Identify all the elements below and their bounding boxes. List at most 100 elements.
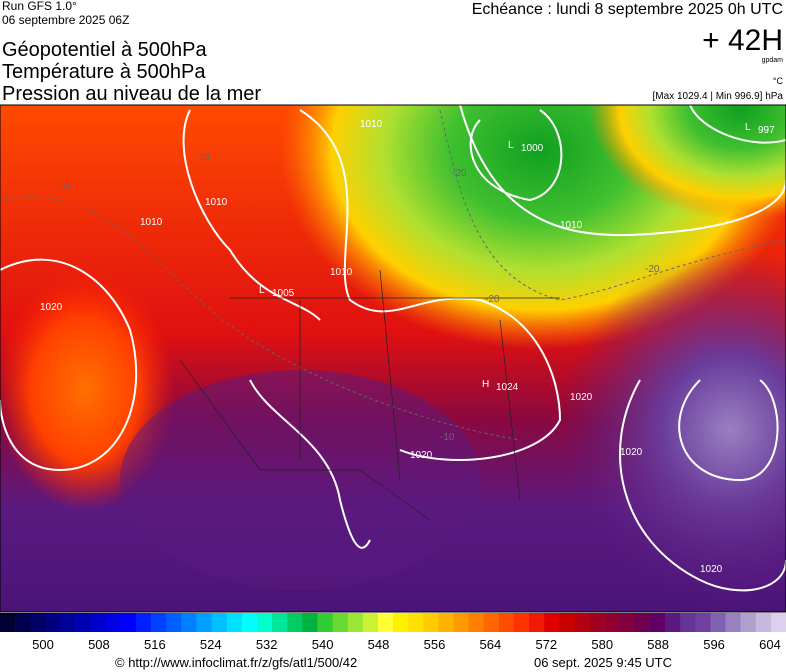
colorbar-swatch (60, 613, 76, 632)
pressure-center: L (259, 285, 265, 296)
temperature-label: -10 (55, 182, 70, 193)
colorbar-swatch (665, 613, 681, 632)
pressure-center: H (482, 379, 489, 390)
isotherms (0, 109, 786, 441)
isobar-label: 1020 (620, 447, 643, 458)
colorbar-swatch (287, 613, 303, 632)
colorbar-swatch (332, 613, 348, 632)
colorbar-swatch (453, 613, 469, 632)
colorbar-swatch (256, 613, 273, 632)
colorbar-label: 556 (424, 637, 446, 652)
pressure-value: 1024 (496, 382, 519, 393)
colorbar-swatch (377, 613, 394, 632)
lead-time: + 42H (702, 24, 783, 57)
colorbar-swatch (136, 613, 152, 632)
colorbar-label: 596 (703, 637, 725, 652)
colorbar-swatch (680, 613, 696, 632)
colorbar-swatch (272, 613, 288, 632)
colorbar-swatch (211, 613, 228, 632)
colorbar-swatch (226, 613, 243, 632)
isobar-label: 1020 (40, 302, 63, 313)
colorbar-swatch (634, 613, 651, 632)
isobar-label: 1010 (560, 220, 583, 231)
colorbar-swatch (362, 613, 379, 632)
forecast: Echéance : lundi 8 septembre 2025 0h UTC (472, 1, 783, 18)
colorbar-swatch (15, 613, 31, 632)
pressure-value: 1000 (521, 143, 544, 154)
isobar-label: 1020 (700, 564, 723, 575)
pressure-center: L (508, 140, 514, 151)
colorbar-swatch (589, 613, 605, 632)
colorbar-label: 548 (368, 637, 390, 652)
colorbar-swatch (649, 613, 666, 632)
colorbar-swatch (438, 613, 454, 632)
colorbar-swatch (408, 613, 424, 632)
title: Géopotentiel à 500hPa (2, 39, 207, 61)
colorbar-swatch (196, 613, 212, 632)
colorbar-swatch (75, 613, 91, 632)
colorbar-label: 532 (256, 637, 278, 652)
pressure-value: 1005 (272, 288, 295, 299)
colorbar-swatch (755, 613, 772, 632)
pressure-value: 997 (758, 125, 775, 136)
colorbar-swatch (544, 613, 560, 632)
colorbar-swatch (483, 613, 500, 632)
colorbar-swatch (317, 613, 333, 632)
colorbar-swatch (30, 613, 46, 632)
map-frame (0, 104, 786, 613)
colorbar-swatch (166, 613, 182, 632)
temperature-label: -20 (485, 294, 500, 305)
colorbar-swatch (45, 613, 61, 632)
colorbar-swatch (619, 613, 636, 632)
colorbar-swatch (574, 613, 590, 632)
title: Pression au niveau de la mer (2, 83, 261, 105)
colorbar-swatch (513, 613, 530, 632)
temperature-label: -10 (440, 432, 455, 443)
isobars (0, 105, 786, 592)
source-url: © http://www.infoclimat.fr/z/gfs/atl1/50… (115, 655, 357, 670)
run-date: 06 septembre 2025 06Z (2, 13, 129, 27)
colorbar-swatch (710, 613, 726, 632)
colorbar-swatch (393, 613, 409, 632)
isobar-label: 1010 (360, 119, 383, 130)
colorbar-swatch (529, 613, 545, 632)
colorbar-swatch (151, 613, 167, 632)
colorbar-label: 540 (312, 637, 334, 652)
colorbar-swatch (725, 613, 741, 632)
isobar-label: 1010 (140, 217, 163, 228)
temperature-label: -20 (645, 264, 660, 275)
colorbar-label: 524 (200, 637, 222, 652)
colorbar-swatch (740, 613, 757, 632)
unit-height: gpdam (762, 57, 784, 64)
colorbar-swatch (90, 613, 107, 632)
colorbar-swatch (0, 613, 16, 632)
colorbar-swatch (302, 613, 318, 632)
colorbar-swatch (181, 613, 197, 632)
temperature-label: -10 (195, 152, 210, 163)
isobar-label: 1010 (205, 197, 228, 208)
pressure-range: [Max 1029.4 | Min 996.9] hPa (653, 91, 784, 102)
colorbar-label: 508 (88, 637, 110, 652)
colorbar-swatch (105, 613, 122, 632)
temperature-label: -20 (452, 168, 467, 179)
colorbar-label: 588 (647, 637, 669, 652)
map-field: L 1000 L 997 L 1005 H 1024 1010 1010 1010 10… (0, 105, 786, 612)
colorbar-swatch (770, 613, 786, 632)
isobar-label: 1010 (330, 267, 353, 278)
isobar-label: 1020 (570, 392, 593, 403)
run: Run GFS 1.0° (2, 0, 77, 13)
colorbar-swatch (559, 613, 575, 632)
colorbar-swatch (423, 613, 439, 632)
colorbar-label: 500 (32, 637, 54, 652)
isobar-label: 1020 (410, 450, 433, 461)
pressure-center: L (745, 122, 751, 133)
title: Température à 500hPa (2, 61, 206, 83)
colorbar-label: 572 (535, 637, 557, 652)
colorbar-label: 516 (144, 637, 166, 652)
unit-temp: °C (773, 76, 784, 86)
timestamp: 06 sept. 2025 9:45 UTC (534, 655, 672, 670)
colorbar-swatch (695, 613, 711, 632)
colorbar-label: 580 (591, 637, 613, 652)
